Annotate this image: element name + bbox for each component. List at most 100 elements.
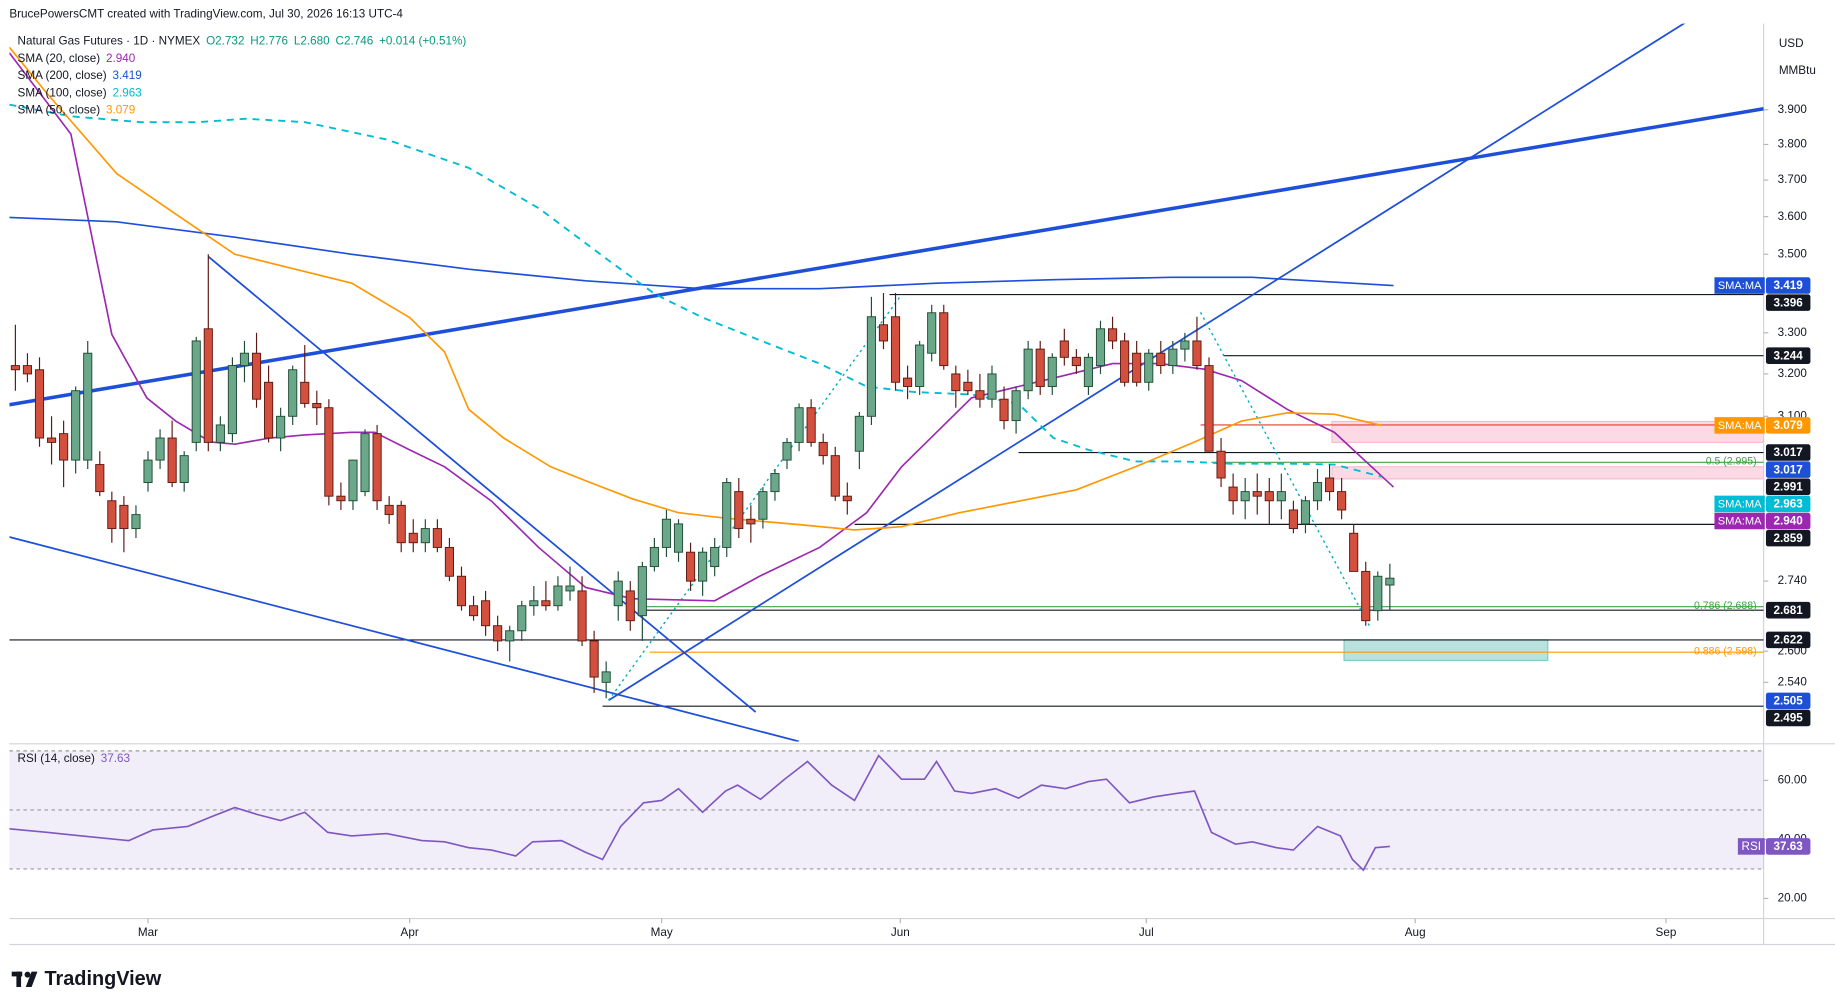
candle-body [1180, 340, 1190, 350]
rsi-line [9, 754, 1390, 872]
rsi-badge-tag [1737, 838, 1765, 855]
price-badge-label: 2.681 [1774, 604, 1804, 617]
candle-body [1204, 365, 1214, 452]
candle-body [59, 433, 69, 461]
ohlc-value: +0.014 (+0.51%) [379, 34, 466, 47]
fib-label: 0.786 (2.688) [1694, 600, 1757, 612]
candle-body [553, 585, 563, 607]
rsi-pane [9, 750, 1764, 872]
candle-body [131, 514, 141, 530]
x-tick-label: Jul [1139, 926, 1154, 939]
candle-body [746, 518, 756, 525]
y-tick-label: 2.740 [1778, 574, 1808, 587]
y-tick-label: 2.540 [1778, 675, 1808, 688]
candle-body [143, 459, 153, 484]
candle-body [481, 600, 491, 627]
price-badge-tag-label: SMA:MA [1718, 516, 1762, 528]
price-badge [1765, 512, 1811, 530]
candle-body [577, 590, 587, 642]
candle-body [1047, 356, 1057, 387]
candle-body [842, 495, 852, 502]
candle-body [1325, 477, 1335, 493]
candle-body [951, 373, 961, 392]
price-badge-label: 3.017 [1774, 446, 1804, 459]
candle-body [1385, 577, 1395, 586]
credit: BrucePowersCMT created with TradingView.… [9, 7, 403, 20]
price-badge-tag-label: SMA:MA [1718, 280, 1762, 292]
candle-body [191, 340, 201, 443]
candle-body [710, 546, 720, 568]
candle-body [1264, 491, 1274, 502]
legend-value: 3.419 [112, 69, 141, 82]
rsi-value: 37.63 [101, 752, 131, 765]
candle-body [1216, 450, 1226, 479]
symbol-name: Natural Gas Futures · 1D · NYMEX [18, 34, 201, 47]
y-tick-label: 3.500 [1778, 247, 1808, 260]
candle-body [336, 495, 346, 502]
y-tick-label: 3.900 [1778, 103, 1808, 116]
candle-body [1337, 491, 1347, 511]
y-tick-label: 3.800 [1778, 138, 1808, 151]
candle-body [420, 528, 430, 544]
ohlc-value: H2.776 [250, 34, 288, 47]
rsi-legend: RSI (14, close) 37.63 [18, 752, 131, 765]
price-badge-tag [1714, 512, 1765, 530]
price-badge-tag [1714, 495, 1765, 513]
y-tick-label: 3.600 [1778, 210, 1808, 223]
rsi-badge-label: 37.63 [1774, 840, 1804, 853]
candle-body [698, 551, 708, 582]
legend-name: SMA (20, close) [18, 52, 101, 65]
zone [1331, 466, 1764, 480]
trend-line [207, 255, 757, 713]
candle-body [300, 381, 310, 404]
candle-body [348, 459, 358, 502]
brand: TradingView [44, 968, 161, 990]
candle-body [927, 312, 937, 354]
candle-body [613, 580, 623, 607]
rsi-badge-tag-label: RSI [1742, 840, 1762, 853]
price-badge-label: 2.859 [1774, 532, 1804, 545]
candle-body [372, 433, 382, 502]
plot-area: 0.6180.5 (2.995)0.786 (2.688)0.886 (2.59… [9, 23, 1764, 742]
candle-body [770, 473, 780, 493]
legend-entry: SMA (20, close) 2.940 [18, 52, 136, 65]
candle-body [1361, 570, 1371, 622]
moving-average [9, 103, 1382, 478]
candle-body [1240, 491, 1250, 502]
price-badge [1765, 631, 1811, 649]
candle-body [1228, 486, 1238, 502]
legend-main: Natural Gas Futures · 1D · NYMEX O2.732 H2… [18, 34, 467, 47]
candle-body [758, 491, 768, 520]
candle-body [517, 605, 527, 632]
candle-body [408, 532, 418, 544]
candle-body [830, 455, 840, 497]
candle-body [360, 433, 370, 493]
y-tick-label: 3.200 [1778, 367, 1808, 380]
price-badge-label: 3.396 [1774, 296, 1804, 309]
price-badge [1765, 461, 1811, 478]
candle-body [22, 365, 33, 375]
candle-body [686, 551, 696, 582]
candle-body [239, 352, 250, 367]
candle-body [866, 316, 876, 417]
candle-body [312, 402, 322, 409]
candle-body [963, 381, 973, 392]
candle-body [915, 344, 925, 387]
candle-body [854, 415, 864, 452]
legend-name: SMA (50, close) [18, 103, 101, 116]
fib-label: 0.886 (2.598) [1694, 645, 1757, 657]
candle-body [1312, 482, 1323, 502]
price-badge [1765, 294, 1811, 311]
price-badge-label: 3.419 [1774, 279, 1804, 292]
price-badge [1765, 478, 1811, 496]
candle-body [468, 605, 479, 617]
trend-line [9, 536, 800, 742]
candle-body [155, 437, 165, 461]
legend-value: 2.963 [112, 86, 142, 99]
candle-body [903, 377, 913, 387]
candle-body [456, 575, 467, 607]
y-tick-label: 3.300 [1778, 326, 1808, 339]
candle-body [1144, 352, 1154, 383]
